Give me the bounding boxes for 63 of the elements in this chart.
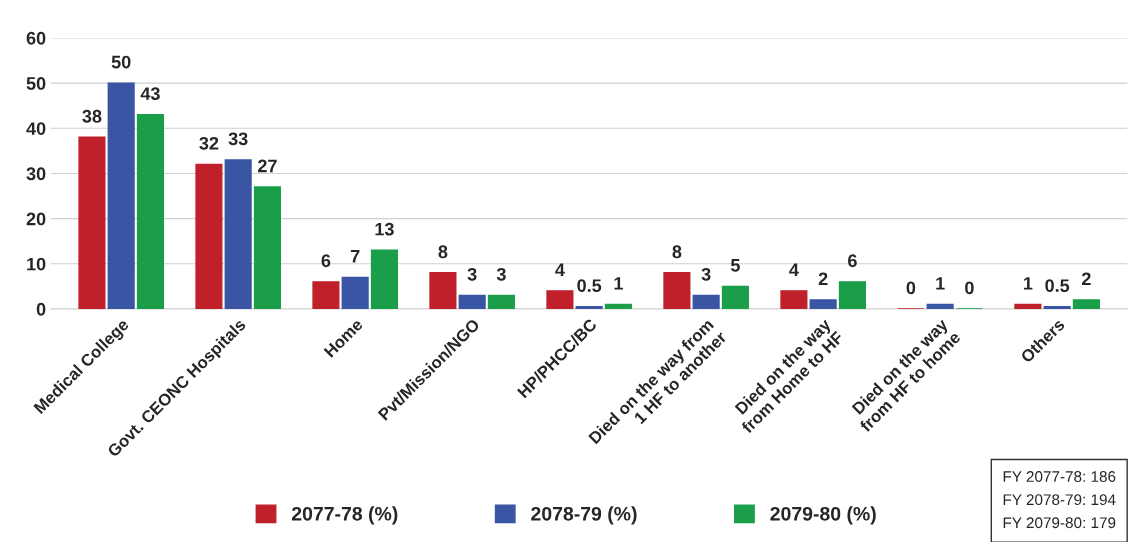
data-label: 50 — [111, 55, 131, 69]
bar — [809, 299, 837, 309]
data-label: 2 — [818, 272, 828, 286]
bar — [458, 294, 486, 309]
data-label: 3 — [701, 267, 711, 281]
data-label: 0.5 — [577, 279, 602, 292]
data-label: 1 — [936, 277, 945, 290]
data-label: 38 — [82, 109, 102, 123]
data-label: 1 — [614, 277, 623, 290]
bar — [1043, 305, 1071, 309]
bar — [341, 276, 369, 309]
data-label: 32 — [199, 136, 219, 150]
data-label: 4 — [789, 263, 799, 277]
bar — [663, 272, 691, 309]
data-label: 5 — [730, 259, 740, 272]
bar — [838, 281, 866, 309]
data-label: 2 — [1081, 272, 1091, 286]
bar — [926, 303, 954, 309]
text: FY 2077-78: 186 FY 2078-79: 194 FY 2079-80: 179 — [1003, 471, 1116, 529]
bar — [546, 290, 574, 309]
y-tick-label: 60 — [26, 31, 46, 45]
y-tick-label: 50 — [26, 77, 46, 90]
bar — [370, 249, 398, 309]
data-label: 13 — [375, 222, 394, 236]
data-label: 0 — [906, 281, 916, 295]
data-label: 0 — [965, 281, 974, 295]
bar — [136, 114, 164, 309]
y-tick-label: 10 — [27, 257, 46, 271]
y-tick-label: 0 — [36, 302, 46, 316]
data-label: 8 — [438, 245, 448, 259]
legend-label: 2079-80 (%) — [770, 506, 876, 525]
data-label: 27 — [258, 159, 277, 173]
bar — [1072, 299, 1100, 309]
bar — [312, 281, 340, 309]
bar — [78, 136, 106, 309]
data-label: 6 — [848, 254, 857, 268]
bar — [604, 303, 632, 309]
data-label: 33 — [228, 132, 248, 146]
data-label: 43 — [140, 87, 160, 101]
data-label: 1 — [1024, 277, 1033, 290]
data-label: 0.5 — [1045, 279, 1070, 292]
bar — [575, 305, 603, 309]
y-tick-label: 20 — [26, 212, 46, 226]
bar — [224, 159, 252, 309]
data-label: 3 — [467, 267, 477, 281]
bar — [1014, 303, 1042, 309]
y-tick-label: 30 — [26, 167, 46, 181]
data-label: 3 — [496, 267, 506, 281]
legend-label: 2078-79 (%) — [531, 506, 637, 525]
bar — [721, 285, 749, 309]
data-label: 8 — [672, 245, 682, 259]
bar — [195, 163, 223, 309]
bar — [487, 294, 515, 309]
legend-label: 2077-78 (%) — [291, 506, 398, 525]
y-tick-label: 40 — [26, 122, 46, 135]
data-label: 6 — [321, 254, 331, 268]
bar — [692, 294, 720, 309]
bar — [429, 272, 457, 309]
data-label: 4 — [555, 263, 565, 277]
bar — [253, 186, 281, 309]
bar — [107, 82, 135, 309]
bar — [780, 290, 808, 309]
data-label: 7 — [350, 250, 360, 263]
